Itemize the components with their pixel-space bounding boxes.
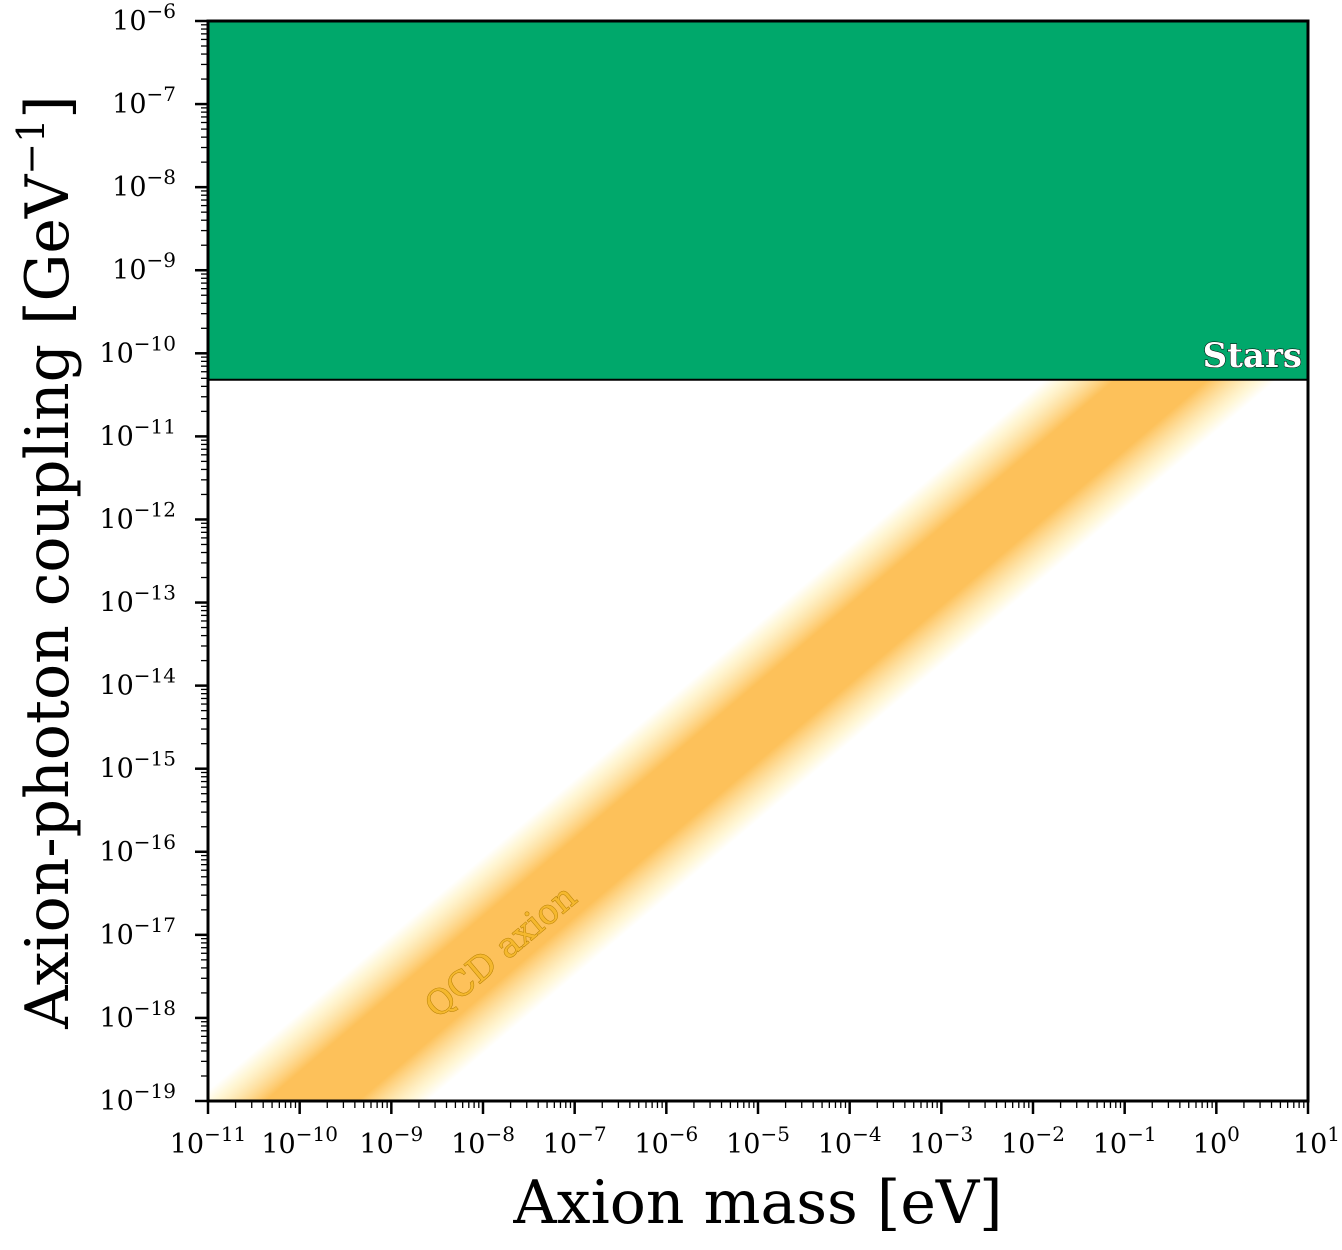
- x-tick-label: 10−3: [909, 1122, 973, 1160]
- x-tick-base: 10: [909, 1129, 943, 1160]
- x-tick-base: 10: [359, 1129, 393, 1160]
- y-tick-exponent: −8: [147, 165, 176, 189]
- y-tick-label: 10−11: [99, 414, 176, 452]
- y-tick-exponent: −17: [134, 913, 176, 937]
- y-tick-exponent: −10: [134, 331, 176, 355]
- y-tick-exponent: −14: [134, 664, 176, 688]
- x-tick-exponent: −5: [760, 1122, 789, 1146]
- x-tick-base: 10: [1093, 1129, 1127, 1160]
- y-tick-label: 10−15: [99, 747, 176, 785]
- y-tick-base: 10: [99, 338, 133, 369]
- y-tick-exponent: −13: [134, 581, 176, 605]
- y-tick-label: 10−12: [99, 497, 176, 535]
- x-tick-exponent: −3: [944, 1122, 973, 1146]
- x-tick-base: 10: [1193, 1129, 1227, 1160]
- x-tick-base: 10: [1001, 1129, 1035, 1160]
- x-tick-base: 10: [634, 1129, 668, 1160]
- y-tick-base: 10: [99, 588, 133, 619]
- y-axis-title-close: ]: [13, 95, 83, 118]
- y-axis-title-main: Axion-photon coupling [GeV: [13, 173, 83, 1030]
- y-tick-exponent: −7: [147, 82, 176, 106]
- x-tick-base: 10: [451, 1129, 485, 1160]
- x-tick-label: 10−1: [1093, 1122, 1157, 1160]
- y-tick-base: 10: [99, 1086, 133, 1117]
- y-tick-label: 10−17: [99, 913, 176, 951]
- x-tick-exponent: 1: [1327, 1122, 1340, 1146]
- x-tick-exponent: −8: [485, 1122, 514, 1146]
- y-axis-tick-labels: 10−1910−1810−1710−1610−1510−1410−1310−12…: [99, 0, 176, 1117]
- y-tick-base: 10: [112, 89, 146, 120]
- x-tick-exponent: −4: [852, 1122, 881, 1146]
- y-tick-exponent: −11: [134, 414, 176, 438]
- y-tick-base: 10: [112, 172, 146, 203]
- y-axis-title: Axion-photon coupling [GeV−1]: [9, 95, 83, 1029]
- x-tick-label: 100: [1193, 1122, 1240, 1160]
- x-tick-label: 10−2: [1001, 1122, 1065, 1160]
- y-tick-base: 10: [99, 1003, 133, 1034]
- x-tick-label: 101: [1293, 1122, 1340, 1160]
- x-tick-exponent: −6: [669, 1122, 698, 1146]
- y-tick-exponent: −9: [147, 248, 176, 272]
- x-tick-label: 10−6: [634, 1122, 698, 1160]
- x-tick-exponent: −2: [1035, 1122, 1064, 1146]
- x-tick-exponent: −10: [296, 1122, 338, 1146]
- y-tick-base: 10: [99, 920, 133, 951]
- x-tick-exponent: 0: [1227, 1122, 1240, 1146]
- qcd-axion-band: [208, 193, 1308, 1101]
- y-tick-exponent: −6: [147, 0, 176, 23]
- x-tick-base: 10: [543, 1129, 577, 1160]
- x-axis-tick-labels: 10−11 10−10 10−9 10−8 10−7 10−6 10−5 10−4 10−3 10…: [170, 1122, 1340, 1160]
- y-tick-label: 10−9: [112, 248, 176, 286]
- y-tick-label: 10−13: [99, 581, 176, 619]
- y-tick-label: 10−10: [99, 331, 176, 369]
- y-tick-label: 10−8: [112, 165, 176, 203]
- x-tick-exponent: −1: [1127, 1122, 1156, 1146]
- x-tick-label: 10−11: [170, 1122, 247, 1160]
- y-tick-base: 10: [112, 255, 146, 286]
- x-tick-base: 10: [726, 1129, 760, 1160]
- y-tick-base: 10: [99, 837, 133, 868]
- x-tick-label: 10−5: [726, 1122, 790, 1160]
- y-tick-base: 10: [99, 504, 133, 535]
- x-axis-ticks: [206, 1101, 1310, 1114]
- x-tick-label: 10−9: [359, 1122, 423, 1160]
- y-axis-title-unit-exponent: −1: [9, 119, 53, 175]
- y-tick-label: 10−19: [99, 1079, 176, 1117]
- y-tick-exponent: −16: [134, 830, 176, 854]
- y-tick-exponent: −18: [134, 996, 176, 1020]
- y-tick-base: 10: [99, 421, 133, 452]
- plot-area: [208, 21, 1308, 1101]
- y-tick-exponent: −12: [134, 497, 176, 521]
- x-tick-label: 10−4: [818, 1122, 882, 1160]
- y-tick-label: 10−6: [112, 0, 176, 37]
- x-tick-base: 10: [1293, 1129, 1327, 1160]
- x-tick-exponent: −9: [394, 1122, 423, 1146]
- x-tick-exponent: −11: [204, 1122, 246, 1146]
- x-tick-label: 10−7: [543, 1122, 607, 1160]
- y-tick-exponent: −19: [134, 1079, 176, 1103]
- x-tick-label: 10−10: [261, 1122, 338, 1160]
- y-tick-base: 10: [99, 671, 133, 702]
- y-tick-base: 10: [99, 754, 133, 785]
- x-tick-label: 10−8: [451, 1122, 515, 1160]
- y-tick-label: 10−7: [112, 82, 176, 120]
- x-tick-base: 10: [261, 1129, 295, 1160]
- y-tick-label: 10−14: [99, 664, 176, 702]
- stars-label: Stars: [1203, 336, 1302, 376]
- x-tick-base: 10: [170, 1129, 204, 1160]
- y-tick-base: 10: [112, 6, 146, 37]
- x-axis-title: Axion mass [eV]: [512, 1168, 1002, 1238]
- y-tick-label: 10−18: [99, 996, 176, 1034]
- x-tick-base: 10: [818, 1129, 852, 1160]
- stars-exclusion-region: [208, 21, 1308, 380]
- y-tick-label: 10−16: [99, 830, 176, 868]
- y-axis-ticks: [195, 19, 208, 1103]
- y-tick-exponent: −15: [134, 747, 176, 771]
- x-tick-exponent: −7: [577, 1122, 606, 1146]
